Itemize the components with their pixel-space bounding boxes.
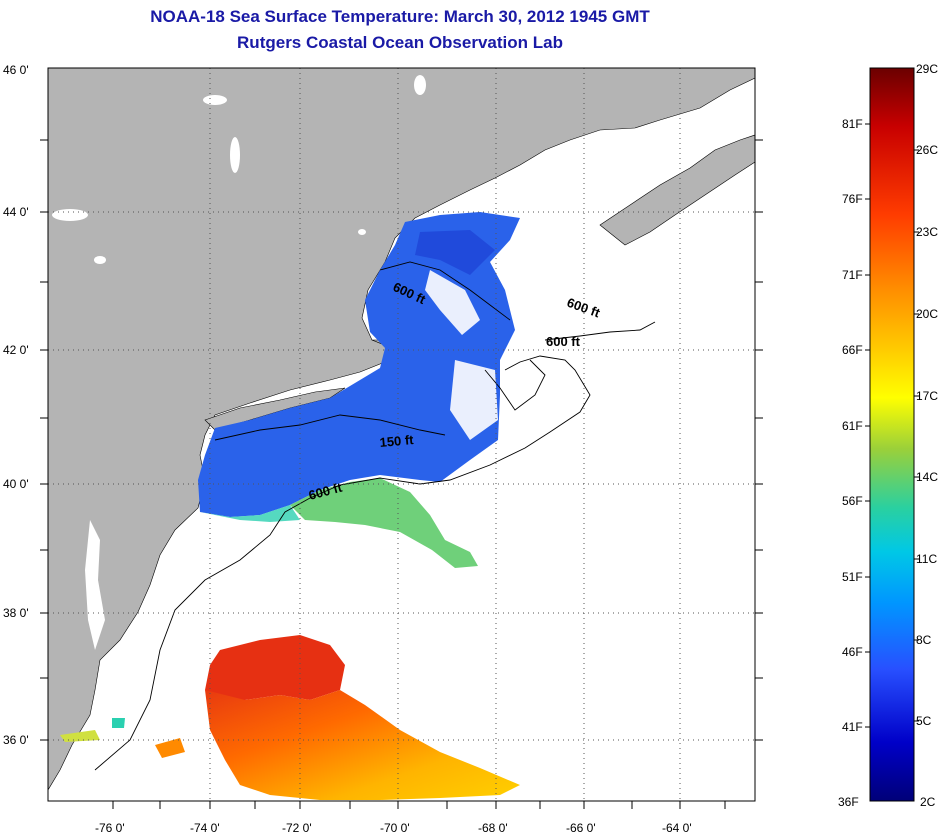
colorbar-label-f: 51F bbox=[842, 570, 863, 584]
sst-warm-patch bbox=[155, 738, 185, 758]
colorbar-label-f: 36F bbox=[838, 795, 859, 809]
sst-gulf-stream-warm bbox=[205, 690, 520, 800]
colorbar-label-c: 8C bbox=[916, 633, 932, 647]
chesapeake-bay bbox=[85, 520, 105, 650]
lake bbox=[358, 229, 366, 235]
sst-slope-water bbox=[290, 478, 478, 568]
colorbar bbox=[869, 67, 915, 802]
lon-label: -64 0' bbox=[662, 821, 692, 835]
map-subtitle: Rutgers Coastal Ocean Observation Lab bbox=[237, 33, 563, 52]
colorbar-label-c: 2C bbox=[920, 795, 936, 809]
contour-label: 600 ft bbox=[546, 334, 581, 349]
lake bbox=[414, 75, 426, 95]
colorbar-label-c: 20C bbox=[916, 307, 938, 321]
sst-cloud-gap bbox=[425, 270, 480, 335]
lake bbox=[230, 137, 240, 173]
lake bbox=[52, 209, 88, 221]
colorbar-label-c: 23C bbox=[916, 225, 938, 239]
colorbar-label-f: 61F bbox=[842, 419, 863, 433]
colorbar-label-f: 46F bbox=[842, 645, 863, 659]
sst-gulf-stream-red bbox=[205, 635, 345, 705]
lat-label: 42 0' bbox=[3, 343, 29, 357]
colorbar-label-c: 5C bbox=[916, 714, 932, 728]
lat-label: 46 0' bbox=[3, 63, 29, 77]
colorbar-label-f: 76F bbox=[842, 192, 863, 206]
lon-label: -70 0' bbox=[380, 821, 410, 835]
contour-600ft-gulf-of-maine bbox=[544, 321, 656, 341]
lat-label: 38 0' bbox=[3, 606, 29, 620]
lon-label: -66 0' bbox=[566, 821, 596, 835]
colorbar-label-c: 26C bbox=[916, 143, 938, 157]
contour-600ft-shelf-break bbox=[94, 355, 591, 771]
contour-600ft-inner bbox=[379, 261, 511, 321]
lat-label: 44 0' bbox=[3, 205, 29, 219]
colorbar-label-f: 56F bbox=[842, 494, 863, 508]
tick-marks bbox=[40, 139, 763, 809]
lat-label: 36 0' bbox=[3, 733, 29, 747]
contour-150ft bbox=[214, 414, 446, 441]
lon-label: -68 0' bbox=[478, 821, 508, 835]
sst-cold-water-deep bbox=[415, 230, 495, 275]
colorbar-ticks bbox=[865, 123, 919, 728]
contour-label: 150 ft bbox=[379, 432, 415, 450]
sst-warm-patch bbox=[112, 718, 125, 728]
map-title: NOAA-18 Sea Surface Temperature: March 3… bbox=[150, 7, 650, 26]
colorbar-label-c: 29C bbox=[916, 62, 938, 76]
map-frame bbox=[47, 67, 756, 802]
sst-warm-patch bbox=[60, 730, 100, 742]
lake bbox=[94, 256, 106, 264]
lon-label: -76 0' bbox=[95, 821, 125, 835]
grid-lines bbox=[48, 68, 755, 801]
contour-150ft-georges bbox=[484, 359, 546, 411]
colorbar-label-f: 71F bbox=[842, 268, 863, 282]
colorbar-label-c: 17C bbox=[916, 389, 938, 403]
lat-label: 40 0' bbox=[3, 477, 29, 491]
lon-label: -74 0' bbox=[190, 821, 220, 835]
colorbar-label-f: 81F bbox=[842, 117, 863, 131]
sst-slope-water-cyan bbox=[200, 505, 300, 522]
land-nova-scotia bbox=[599, 134, 755, 246]
colorbar-label-f: 66F bbox=[842, 343, 863, 357]
colorbar-label-c: 14C bbox=[916, 470, 938, 484]
colorbar-label-c: 11C bbox=[916, 552, 937, 566]
lake bbox=[203, 95, 227, 105]
colorbar-label-f: 41F bbox=[842, 720, 863, 734]
lon-label: -72 0' bbox=[282, 821, 312, 835]
sst-cloud-gap bbox=[450, 360, 498, 440]
